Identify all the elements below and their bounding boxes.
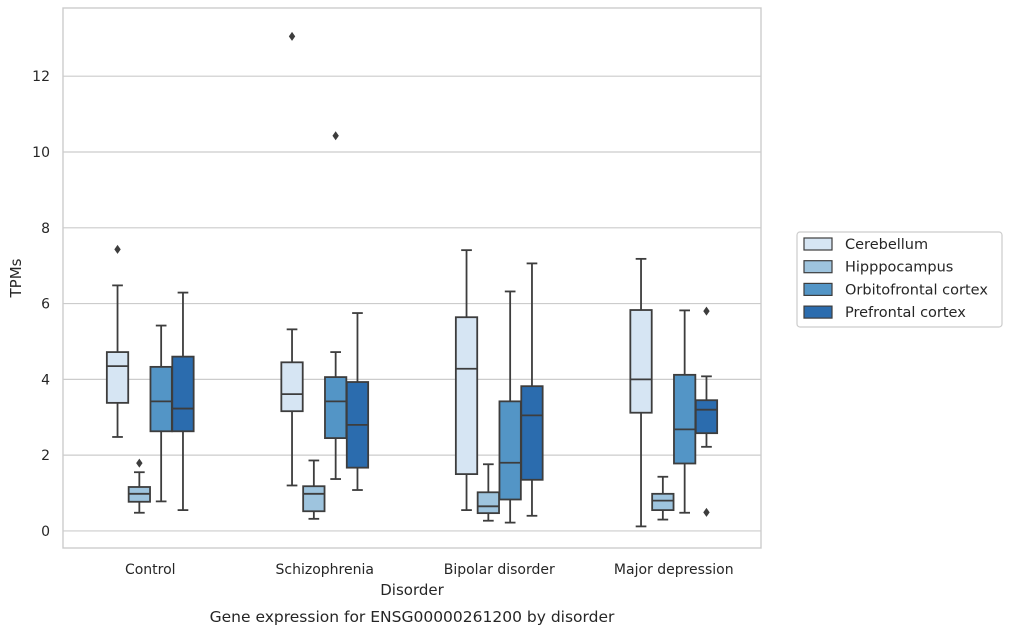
box-0-3 — [629, 257, 653, 528]
y-tick-label-0: 0 — [41, 524, 50, 540]
y-tick-label-8: 8 — [41, 221, 50, 237]
outlier-0 — [136, 458, 143, 468]
box-iqr — [520, 385, 544, 481]
legend-swatch-2 — [803, 282, 833, 296]
box-3-3 — [694, 306, 719, 517]
x-tick-label-3: Major depression — [614, 562, 734, 578]
y-axis-ticks: 0 2 4 6 8 10 12 — [32, 69, 50, 540]
box-iqr — [673, 373, 697, 465]
legend-swatch-3 — [803, 305, 833, 319]
box-2-3 — [673, 309, 697, 514]
plot-frame — [62, 7, 762, 549]
legend-label-1: Hipppocampus — [845, 260, 953, 276]
legend-swatch-1 — [803, 260, 833, 274]
y-tick-label-10: 10 — [32, 145, 50, 161]
box-plot-area — [105, 31, 719, 528]
outlier-0 — [703, 306, 710, 316]
box-iqr — [171, 355, 195, 433]
box-iqr — [629, 309, 653, 414]
outlier-0 — [114, 244, 121, 254]
x-tick-label-2: Bipolar disorder — [444, 562, 555, 578]
box-iqr — [476, 491, 500, 515]
box-0-2 — [454, 249, 479, 512]
box-iqr — [694, 399, 719, 435]
x-axis-ticks: Control Schizophrenia Bipolar disorder Majo… — [125, 562, 734, 578]
box-0-1 — [280, 31, 304, 487]
legend: Cerebellum Hipppocampus Orbitofrontal cort… — [796, 231, 1003, 328]
box-3-1 — [345, 312, 370, 491]
box-2-1 — [324, 131, 348, 480]
outlier-0 — [332, 131, 339, 141]
box-1-3 — [651, 475, 675, 521]
box-0-0 — [105, 244, 130, 438]
outlier-1 — [703, 507, 710, 517]
box-3-2 — [520, 262, 544, 517]
x-axis-label: Disorder — [380, 581, 444, 599]
x-tick-label-0: Control — [125, 562, 176, 578]
box-2-2 — [498, 290, 522, 524]
chart-caption: Gene expression for ENSG00000261200 by d… — [210, 608, 615, 626]
legend-frame — [796, 231, 1003, 328]
legend-label-3: Prefrontal cortex — [845, 305, 966, 321]
y-tick-label-6: 6 — [41, 297, 50, 313]
box-iqr — [324, 376, 348, 440]
box-1-0 — [127, 458, 151, 514]
box-2-0 — [149, 324, 173, 503]
y-axis-label: TPMs — [7, 258, 25, 298]
box-iqr — [651, 492, 675, 512]
y-tick-label-12: 12 — [32, 69, 50, 85]
box-iqr — [454, 316, 479, 476]
box-1-2 — [476, 463, 500, 522]
box-iqr — [302, 485, 326, 513]
legend-label-0: Cerebellum — [845, 237, 928, 253]
grid-lines — [63, 75, 761, 532]
outlier-0 — [288, 31, 296, 41]
box-iqr — [149, 365, 173, 433]
legend-swatch-0 — [803, 237, 833, 251]
box-1-1 — [302, 459, 326, 520]
box-iqr — [498, 400, 522, 501]
legend-label-2: Orbitofrontal cortex — [845, 282, 988, 298]
box-3-0 — [171, 291, 195, 512]
box-iqr — [280, 361, 304, 413]
box-iqr — [105, 351, 130, 404]
y-tick-label-4: 4 — [41, 372, 50, 388]
x-tick-label-1: Schizophrenia — [276, 562, 374, 578]
y-tick-label-2: 2 — [41, 448, 50, 464]
